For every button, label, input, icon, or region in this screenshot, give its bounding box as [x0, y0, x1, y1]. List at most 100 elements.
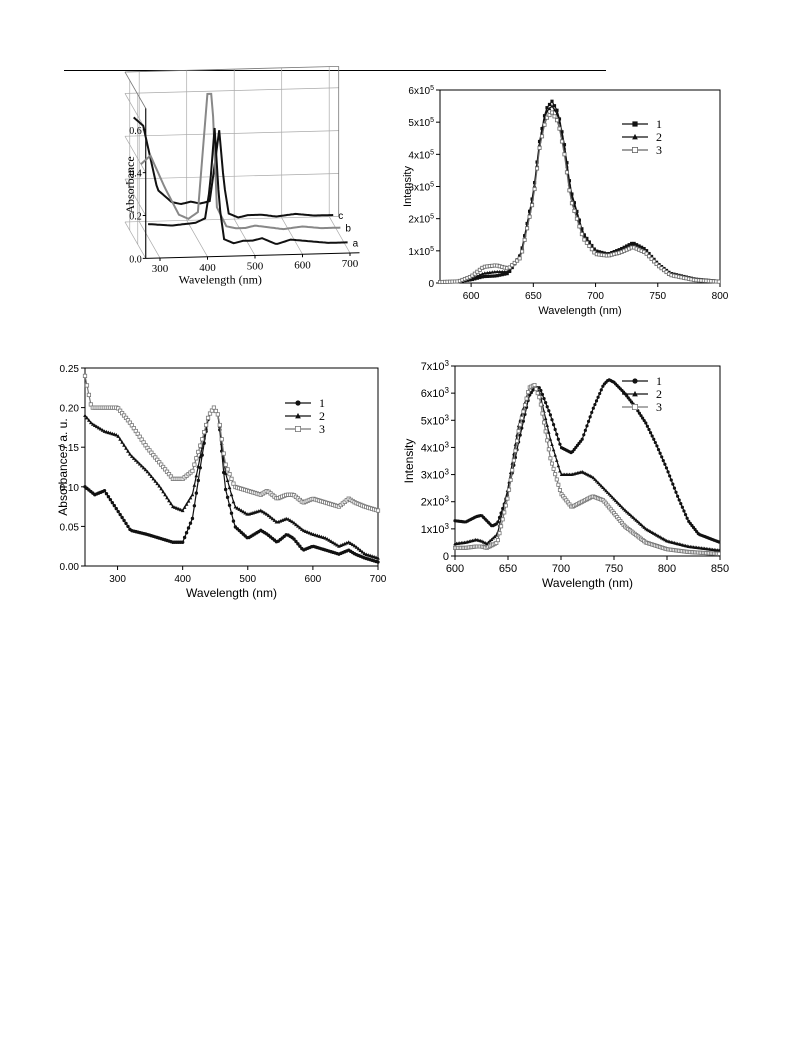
data-point — [130, 454, 134, 458]
data-point — [126, 524, 130, 529]
data-point — [110, 500, 115, 505]
data-point — [647, 254, 652, 259]
data-point — [653, 440, 657, 445]
data-point — [294, 522, 298, 527]
series-label-b: b — [345, 224, 351, 235]
data-point — [241, 509, 246, 514]
data-point — [590, 410, 594, 415]
data-point — [500, 517, 505, 522]
data-point — [362, 551, 367, 556]
data-point — [671, 482, 675, 486]
x-tick-label: 500 — [247, 261, 264, 273]
data-point — [163, 492, 167, 497]
data-point — [496, 520, 500, 524]
data-point — [609, 493, 613, 498]
data-point — [637, 244, 641, 248]
data-point — [539, 388, 543, 393]
data-point — [184, 502, 189, 506]
legend-marker-3 — [631, 147, 638, 154]
data-point — [114, 506, 118, 511]
data-point — [198, 454, 203, 459]
y-tick-label: 0.25 — [60, 364, 80, 375]
data-point — [90, 422, 95, 426]
data-point — [88, 420, 93, 425]
grid-line — [281, 217, 303, 255]
data-point — [550, 104, 554, 108]
data-point — [188, 521, 193, 525]
data-point — [180, 508, 185, 513]
data-point — [658, 451, 662, 455]
data-point — [579, 232, 584, 237]
data-point — [674, 490, 678, 494]
x-tick-label: 750 — [649, 291, 666, 302]
legend-label-1: 1 — [319, 396, 325, 410]
data-point — [231, 499, 236, 504]
data-point — [205, 415, 211, 420]
x-tick-label: 700 — [342, 258, 359, 270]
data-point — [580, 437, 584, 441]
data-point — [84, 383, 90, 388]
data-point — [567, 188, 572, 193]
data-point — [118, 437, 123, 441]
data-point — [661, 458, 665, 463]
data-point — [505, 496, 510, 501]
data-point — [198, 443, 203, 448]
data-point — [532, 187, 537, 192]
data-point — [527, 214, 532, 219]
data-point — [555, 432, 559, 436]
data-point — [601, 384, 605, 388]
data-point — [211, 405, 217, 410]
data-point — [522, 237, 527, 242]
data-point — [601, 485, 605, 490]
data-point — [716, 551, 721, 556]
data-point — [551, 423, 556, 427]
data-point — [545, 423, 549, 427]
data-point — [676, 494, 680, 498]
data-point — [221, 451, 226, 456]
data-point — [135, 460, 140, 464]
data-point — [550, 442, 554, 447]
data-point — [577, 224, 582, 229]
y-tick-label: 7x103 — [421, 359, 450, 373]
data-point — [186, 499, 191, 503]
data-point — [124, 521, 128, 526]
data-point — [488, 274, 492, 278]
data-point — [518, 433, 522, 437]
data-point — [519, 416, 524, 421]
data-point — [645, 424, 649, 428]
data-point — [557, 117, 562, 121]
y-tick-label: 0.10 — [60, 483, 80, 494]
data-point — [545, 405, 549, 409]
data-point — [612, 497, 616, 501]
data-point — [546, 447, 551, 452]
grid-line — [328, 216, 351, 254]
y-axis-label: Absorbance / a. u. — [56, 418, 70, 515]
y-tick-label: 0.0 — [129, 254, 142, 265]
data-point — [505, 272, 509, 276]
data-point — [588, 415, 592, 419]
data-point — [292, 537, 296, 541]
data-point — [532, 382, 537, 387]
data-point — [227, 485, 232, 490]
x-tick-label: 750 — [605, 563, 623, 575]
data-point — [537, 395, 542, 400]
data-point — [543, 429, 548, 434]
data-point — [176, 506, 181, 511]
data-point — [526, 390, 531, 395]
data-point — [128, 452, 132, 456]
series-line-b — [140, 92, 341, 231]
data-point — [520, 426, 524, 430]
data-point — [294, 539, 298, 544]
data-point — [268, 515, 273, 519]
legend-marker-1 — [632, 121, 638, 127]
legend-label-2: 2 — [656, 387, 662, 401]
data-point — [655, 444, 659, 448]
data-point — [85, 415, 89, 420]
data-point — [499, 524, 504, 529]
data-point — [540, 392, 545, 397]
data-point — [194, 491, 199, 495]
data-point — [225, 495, 230, 500]
data-point — [572, 208, 577, 213]
data-point — [485, 270, 490, 275]
data-point — [225, 467, 230, 472]
